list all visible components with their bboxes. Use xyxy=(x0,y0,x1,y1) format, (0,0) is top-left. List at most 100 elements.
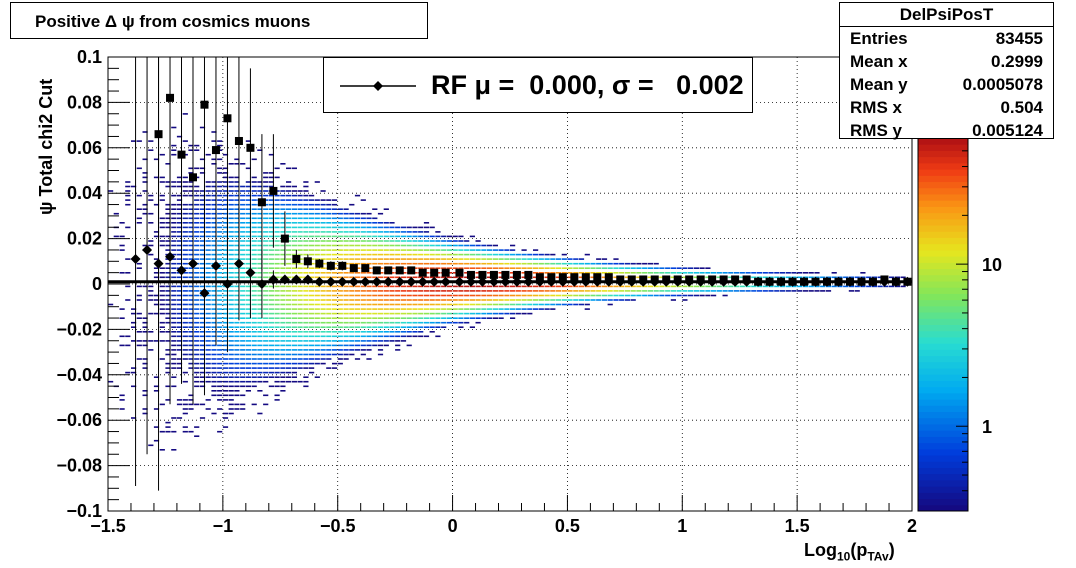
heatmap-cell xyxy=(326,340,332,342)
heatmap-cell xyxy=(487,294,493,297)
heatmap-cell xyxy=(383,226,389,229)
diamond-marker xyxy=(153,258,164,269)
heatmap-cell xyxy=(194,362,200,365)
diamond-marker xyxy=(454,276,465,287)
heatmap-cell xyxy=(820,290,826,292)
heatmap-cell xyxy=(395,335,401,338)
heatmap-cell xyxy=(372,312,378,315)
heatmap-cell xyxy=(222,362,229,365)
heatmap-cell xyxy=(286,335,292,338)
heatmap-cell xyxy=(498,290,504,292)
heatmap-cell xyxy=(670,276,676,279)
heatmap-cell xyxy=(377,212,384,215)
heatmap-cell xyxy=(136,262,142,265)
heatmap-cell xyxy=(831,285,837,288)
heatmap-cell xyxy=(521,249,527,251)
heatmap-cell xyxy=(314,217,320,220)
heatmap-cell xyxy=(699,272,705,274)
heatmap-cell xyxy=(498,294,504,297)
heatmap-cell xyxy=(343,331,349,333)
heatmap-cell xyxy=(774,290,780,292)
heatmap-cell xyxy=(188,258,194,260)
heatmap-cell xyxy=(142,203,148,206)
heatmap-cell xyxy=(400,253,407,256)
heatmap-cell xyxy=(291,285,297,288)
heatmap-cell xyxy=(406,235,412,238)
heatmap-cell xyxy=(217,294,223,297)
heatmap-cell xyxy=(354,308,361,310)
heatmap-cell xyxy=(263,367,269,369)
heatmap-cell xyxy=(848,290,854,292)
x-axis-label: Log10(pTAv) xyxy=(804,540,895,564)
heatmap-cell xyxy=(228,176,234,179)
heatmap-cell xyxy=(205,321,211,324)
heatmap-cell xyxy=(171,181,177,183)
heatmap-cell xyxy=(309,194,315,197)
heatmap-cell xyxy=(268,344,274,347)
diamond-marker xyxy=(799,276,810,287)
heatmap-cell xyxy=(228,299,234,301)
heatmap-cell xyxy=(429,235,435,238)
heatmap-cell xyxy=(228,367,234,369)
heatmap-cell xyxy=(199,199,206,201)
heatmap-cell xyxy=(561,272,567,274)
heatmap-cell xyxy=(182,326,188,328)
heatmap-cell xyxy=(245,340,251,342)
plot-title: Positive Δ ψ from cosmics muons xyxy=(10,2,428,39)
heatmap-cell xyxy=(286,231,292,233)
heatmap-cell xyxy=(280,326,286,328)
heatmap-cell xyxy=(452,294,458,297)
heatmap-cell xyxy=(314,303,320,306)
heatmap-cell xyxy=(309,226,315,229)
diamond-marker xyxy=(557,276,568,287)
heatmap-cell xyxy=(418,303,424,306)
heatmap-cell xyxy=(217,335,223,338)
heatmap-cell xyxy=(240,294,246,297)
heatmap-cell xyxy=(257,371,263,374)
heatmap-cell xyxy=(808,276,814,279)
heatmap-cell xyxy=(194,190,200,192)
heatmap-cell xyxy=(291,203,297,206)
heatmap-cell xyxy=(268,303,274,306)
heatmap-cell xyxy=(176,222,183,224)
heatmap-cell xyxy=(182,312,188,315)
heatmap-cell xyxy=(188,403,194,406)
heatmap-cell xyxy=(291,367,297,369)
heatmap-cell xyxy=(165,367,171,369)
palette-band xyxy=(918,150,968,158)
heatmap-cell xyxy=(119,235,125,238)
heatmap-cell xyxy=(682,290,688,292)
heatmap-cell xyxy=(159,294,165,297)
palette-band xyxy=(918,368,968,375)
heatmap-cell xyxy=(188,185,194,188)
heatmap-cell xyxy=(228,399,234,401)
heatmap-cell xyxy=(199,335,206,338)
heatmap-cell xyxy=(257,149,263,151)
heatmap-cell xyxy=(360,253,366,256)
y-tick-label: 0.1 xyxy=(77,47,102,67)
heatmap-cell xyxy=(303,331,309,333)
heatmap-cell xyxy=(314,226,320,229)
heatmap-cell xyxy=(286,294,292,297)
heatmap-cell xyxy=(222,417,229,419)
heatmap-cell xyxy=(354,340,361,342)
heatmap-cell xyxy=(309,235,315,238)
heatmap-cell xyxy=(406,335,412,338)
heatmap-cell xyxy=(446,258,452,260)
heatmap-cell xyxy=(406,317,412,319)
heatmap-cell xyxy=(234,403,240,406)
heatmap-cell xyxy=(228,312,234,315)
heatmap-cell xyxy=(217,249,223,251)
heatmap-cell xyxy=(159,403,165,406)
heatmap-cell xyxy=(171,303,177,306)
heatmap-cell xyxy=(205,258,211,260)
heatmap-cell xyxy=(291,312,297,315)
heatmap-cell xyxy=(257,308,263,310)
heatmap-cell xyxy=(596,272,602,274)
heatmap-cell xyxy=(320,253,326,256)
heatmap-cell xyxy=(435,249,441,251)
heatmap-cell xyxy=(153,376,160,378)
heatmap-cell xyxy=(222,412,229,415)
heatmap-cell xyxy=(303,285,309,288)
heatmap-cell xyxy=(446,253,452,256)
